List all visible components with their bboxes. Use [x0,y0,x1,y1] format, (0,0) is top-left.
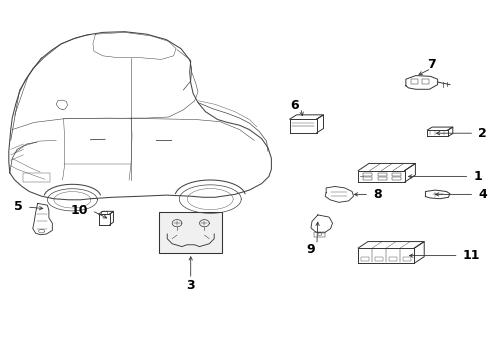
Bar [388,257,396,261]
Bar [391,177,400,180]
Text: 7: 7 [426,58,435,71]
Text: 11: 11 [462,249,479,262]
Bar [402,257,410,261]
Text: 5: 5 [14,201,23,213]
Bar [101,211,107,214]
Bar [362,173,371,176]
Text: 1: 1 [472,170,481,183]
Bar [377,177,386,180]
Bar [421,79,428,84]
Bar [362,177,371,180]
Text: 3: 3 [186,279,195,292]
Bar [377,173,386,176]
Bar [23,173,50,182]
Text: 9: 9 [306,243,315,256]
Text: 6: 6 [290,99,299,112]
Text: 10: 10 [70,204,88,217]
Bar [159,211,222,253]
Bar [314,232,325,237]
Text: 8: 8 [372,188,381,201]
Bar [391,173,400,176]
Text: 4: 4 [477,188,486,201]
Bar [360,257,368,261]
Bar [374,257,382,261]
Text: 2: 2 [477,127,486,140]
Bar [410,79,417,84]
